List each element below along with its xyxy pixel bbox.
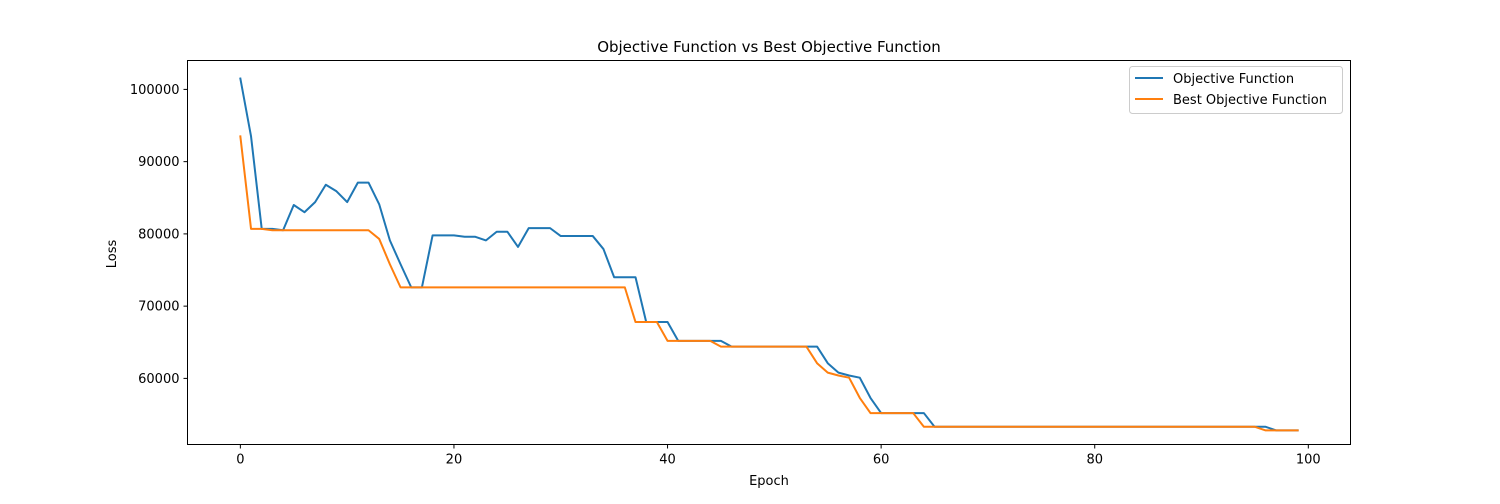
x-tick-label: 80: [1086, 453, 1103, 468]
x-tick-label: 20: [446, 453, 463, 468]
legend-label-best-objective-function: Best Objective Function: [1173, 93, 1327, 108]
y-axis-ticks: 60000 70000 80000 90000 100000: [130, 83, 188, 387]
y-axis-label: Loss: [105, 240, 120, 269]
legend-box: [1129, 66, 1343, 114]
plot-area-frame: [187, 60, 1351, 445]
legend-label-objective-function: Objective Function: [1173, 72, 1294, 87]
x-tick-label: 0: [236, 453, 244, 468]
y-tick-label: 80000: [138, 227, 179, 242]
x-tick-label: 60: [873, 453, 890, 468]
series-lines: [239, 77, 1299, 432]
legend: Objective Function Best Objective Functi…: [1129, 66, 1343, 114]
y-tick-label: 90000: [138, 155, 179, 170]
x-axis-label: Epoch: [749, 474, 789, 489]
y-tick-label: 70000: [138, 300, 179, 315]
chart-title: Objective Function vs Best Objective Fun…: [597, 38, 941, 56]
x-tick-label: 100: [1296, 453, 1321, 468]
x-tick-label: 40: [659, 453, 676, 468]
y-tick-label: 100000: [130, 83, 180, 98]
y-tick-label: 60000: [138, 372, 179, 387]
series-line-best-objective-function: [239, 135, 1299, 432]
x-axis-ticks: 0 20 40 60 80 100: [236, 444, 1321, 468]
